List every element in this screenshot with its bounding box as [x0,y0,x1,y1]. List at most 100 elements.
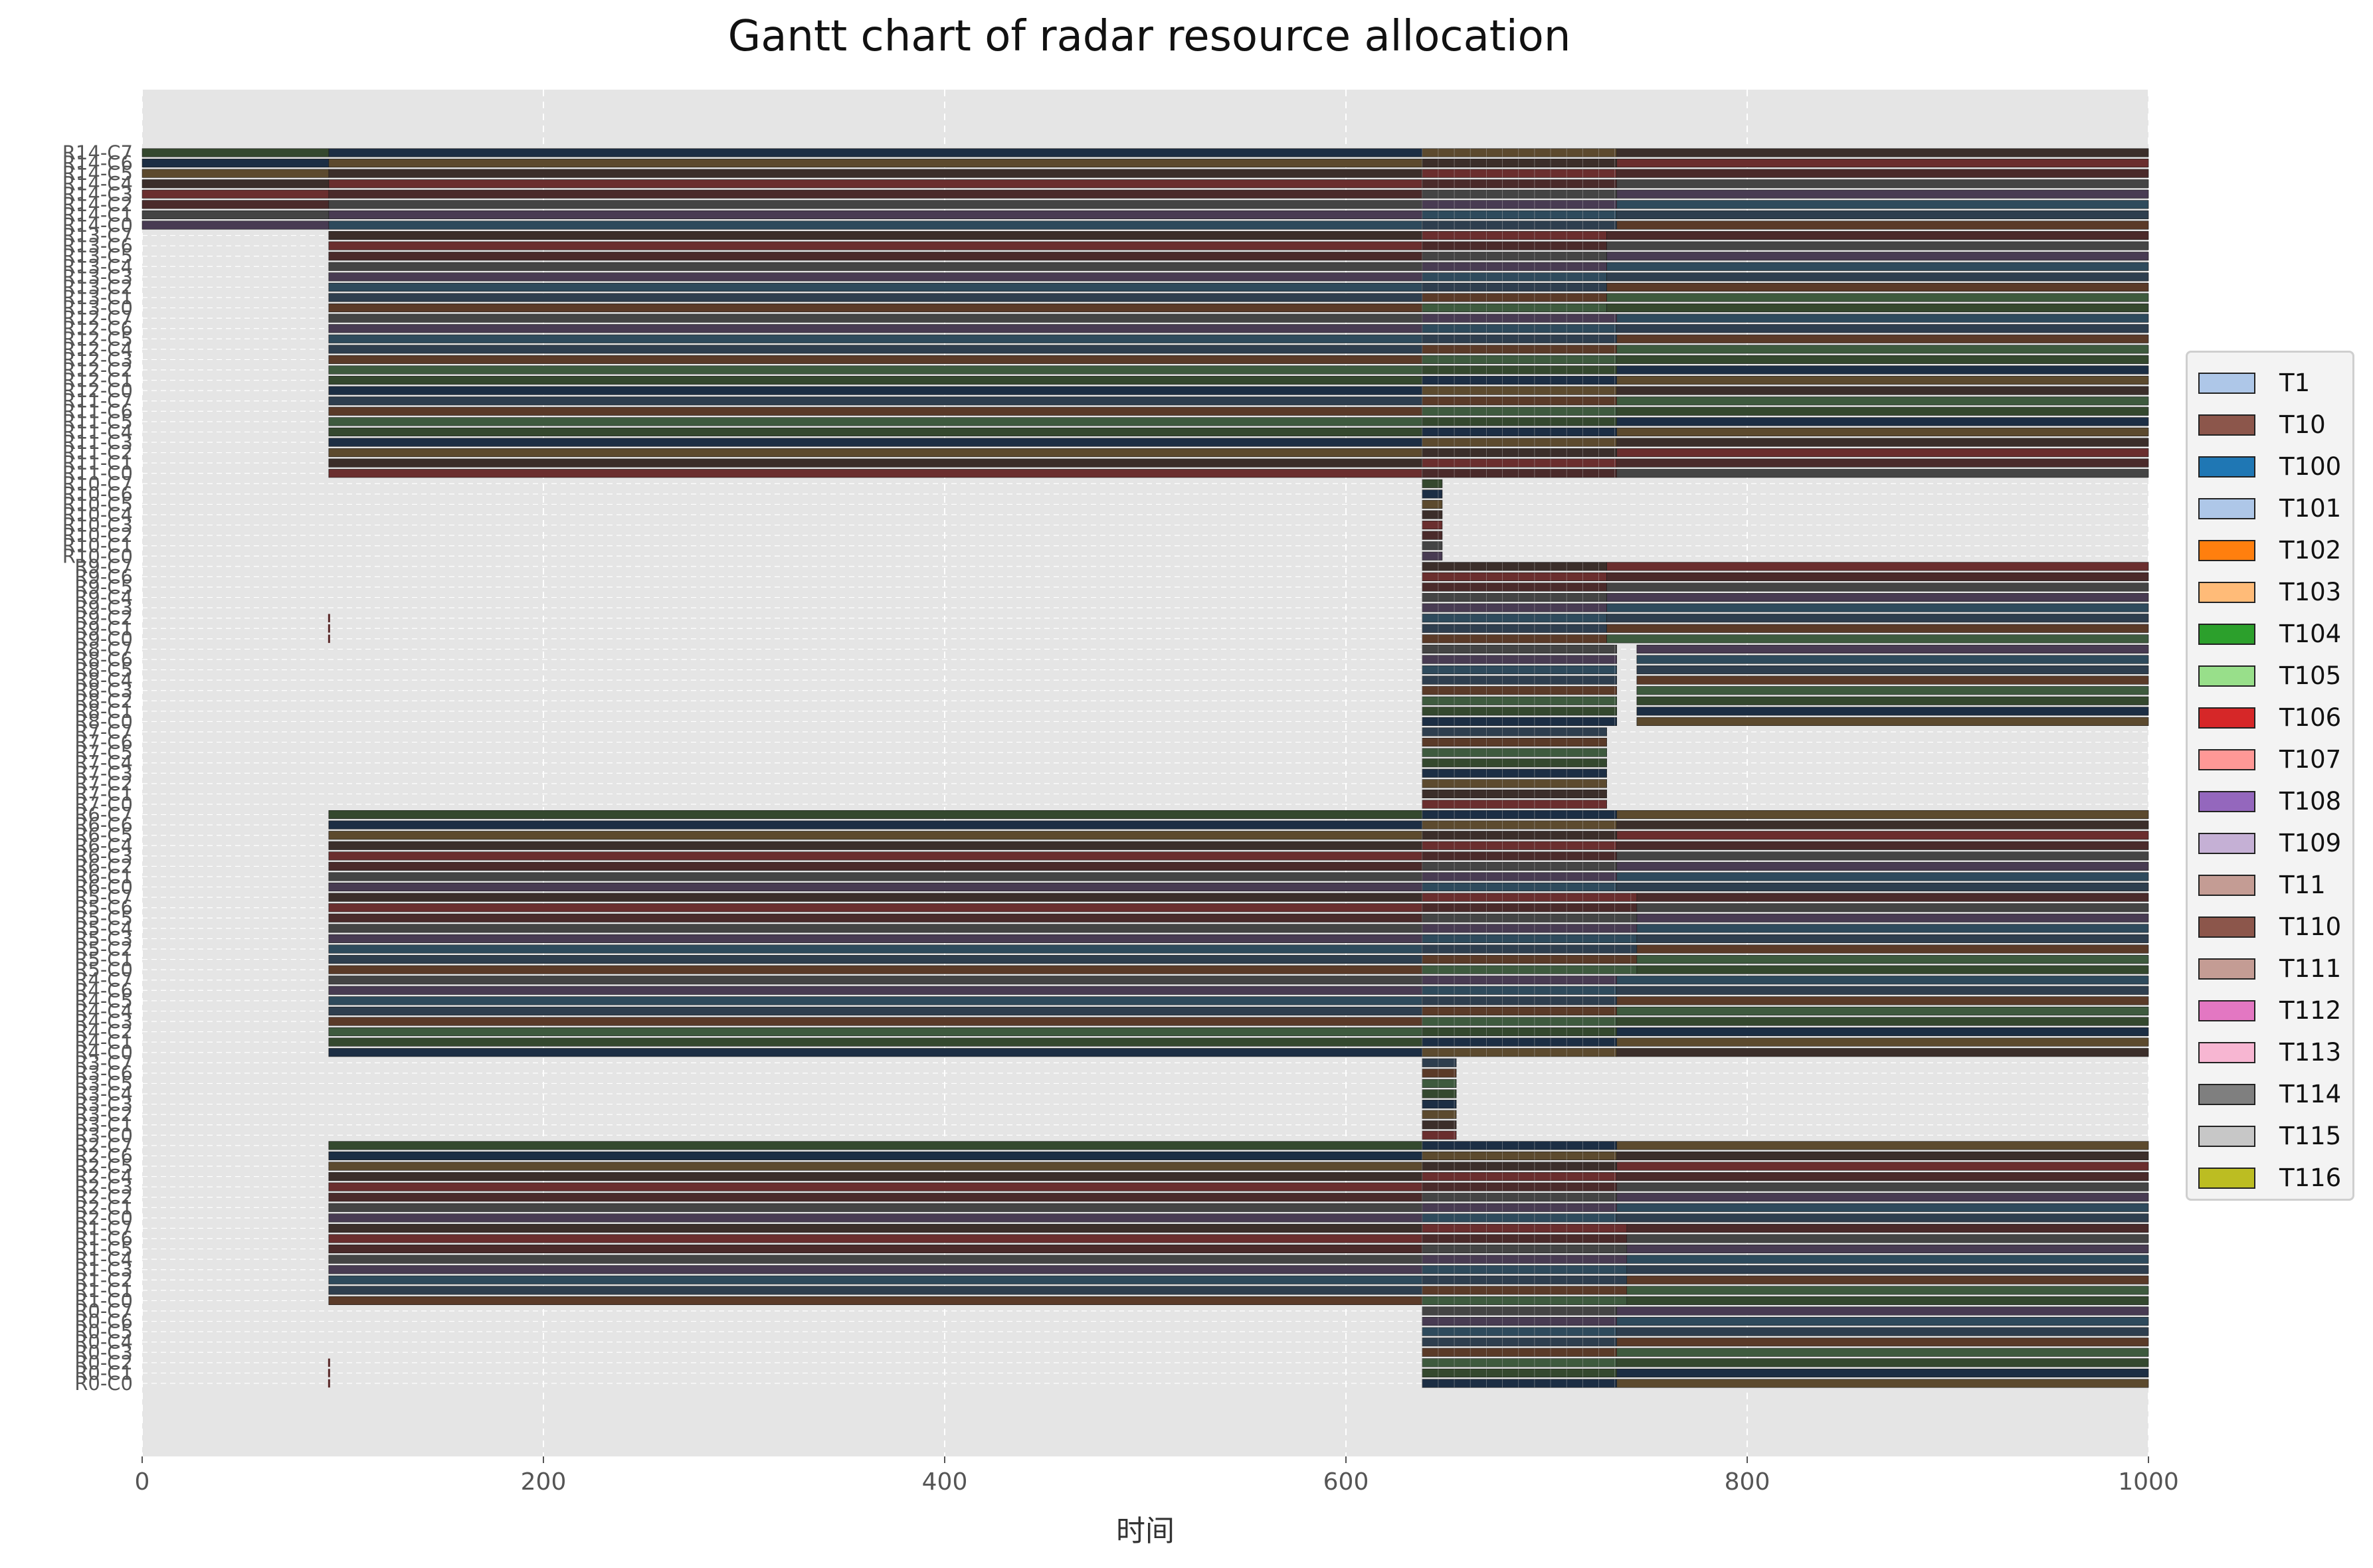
task-bar [1422,1193,1618,1202]
task-bar [328,893,1423,902]
task-bar [1422,634,1607,644]
task-bar [328,944,1423,954]
task-bar [328,810,1423,820]
task-bar [1422,417,1618,426]
task-marker [328,1379,330,1388]
y-tick-label: R9-C5 [74,576,133,598]
legend-entry: T101 [2188,487,2352,529]
legend-label: T114 [2279,1080,2342,1108]
task-bar [1422,448,1618,458]
task-bar [1422,510,1443,519]
y-tick-label: R3-C2 [74,1103,133,1126]
task-bar [328,159,1423,168]
task-bar [1636,707,2149,716]
task-bar [1422,883,1618,892]
task-bar [1626,1296,2149,1305]
legend-swatch [2198,1167,2255,1189]
y-tick-label: R7-C7 [74,721,133,743]
task-bar [1616,396,2149,406]
task-bar [1422,396,1618,406]
task-bar [1422,562,1607,571]
task-bar [1422,1172,1618,1181]
y-tick-label: R2-C7 [74,1134,133,1157]
y-tick-label: R10-C3 [62,514,133,537]
task-bar [1422,438,1618,447]
y-tick-label: R10-C4 [62,503,133,526]
task-bar [1616,438,2149,447]
task-bar [328,1296,1423,1305]
legend-label: T108 [2279,787,2342,816]
y-tick-label: R2-C1 [74,1196,133,1219]
task-bar [1616,810,2149,820]
task-bar [1422,861,1618,871]
task-bar [1422,386,1618,395]
task-bar [1422,1296,1628,1305]
task-bar [328,1017,1423,1026]
y-tick-label: R10-C6 [62,483,133,505]
task-bar [1422,1027,1618,1037]
y-tick-label: R0-C0 [74,1372,133,1395]
task-bar [142,200,330,209]
task-bar [1422,1275,1628,1284]
task-bar [1422,707,1618,716]
y-tick-label: R5-C3 [74,927,133,950]
task-bar [1422,313,1618,323]
legend-label: T109 [2279,829,2342,857]
task-bar [1616,996,2149,1005]
legend-swatch [2198,539,2255,561]
task-bar [1626,1234,2149,1243]
task-bar [1422,231,1607,240]
task-bar [1606,241,2149,250]
legend-label: T115 [2279,1122,2342,1150]
y-tick-label: R11-C6 [62,400,133,422]
task-bar [1636,696,2149,705]
y-tick-label: R13-C6 [62,234,133,257]
y-tick-label: R5-C5 [74,907,133,929]
task-bar [1422,1017,1618,1026]
task-bar [1616,1151,2149,1160]
legend-label: T11 [2279,871,2326,899]
legend-swatch [2198,1125,2255,1147]
chart-title: Gantt chart of radar resource allocation [727,12,1571,61]
task-bar [1636,644,2149,653]
task-bar [1616,841,2149,850]
task-bar [1606,593,2149,602]
task-bar [1422,1265,1628,1274]
task-bar [1422,831,1618,840]
y-tick-label: R8-C2 [74,689,133,712]
task-bar [142,159,330,168]
task-bar [328,406,1423,416]
y-tick-label: R11-C3 [62,431,133,454]
task-bar [328,355,1423,364]
y-tick-label: R14-C7 [62,141,133,164]
task-bar [1422,1079,1457,1088]
legend-swatch [2198,581,2255,603]
legend-label: T101 [2279,494,2342,523]
y-tick-label: R4-C6 [74,979,133,1002]
y-tick-label: R1-C3 [74,1259,133,1281]
task-bar [1616,406,2149,416]
legend-entry: T108 [2188,780,2352,822]
task-bar [1422,603,1607,612]
legend-swatch [2198,497,2255,519]
y-tick-label: R0-C1 [74,1361,133,1384]
task-bar [1422,1130,1457,1140]
task-bar [1626,1286,2149,1295]
task-bar [1422,872,1618,881]
y-tick-label: R6-C7 [74,804,133,826]
task-bar [1422,1358,1618,1367]
task-bar [1422,499,1443,509]
task-bar [1422,1110,1457,1119]
legend-swatch [2198,832,2255,854]
y-tick-label: R7-C5 [74,741,133,764]
task-bar [1616,1172,2149,1181]
task-bar [1422,717,1618,726]
task-bar [328,1182,1423,1191]
task-bar [1422,1255,1628,1264]
y-tick-label: R13-C3 [62,266,133,288]
task-bar [328,189,1423,199]
task-bar [1422,1141,1618,1150]
y-tick-label: R8-C6 [74,648,133,671]
task-bar [1422,976,1618,985]
x-axis-label: 时间 [1116,1514,1175,1548]
